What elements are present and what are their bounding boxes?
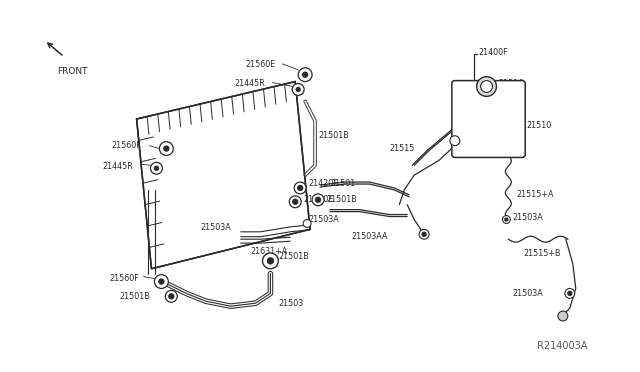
Text: 21501B: 21501B [318,131,349,140]
Circle shape [154,275,168,288]
Circle shape [481,81,493,92]
Circle shape [303,72,308,77]
Circle shape [312,194,324,206]
Text: 21515+A: 21515+A [516,190,554,199]
Text: 21515: 21515 [389,144,415,153]
Text: 21400F: 21400F [479,48,508,57]
Circle shape [298,68,312,81]
Circle shape [505,218,508,221]
Circle shape [292,84,304,95]
Text: 21503AA: 21503AA [351,232,387,241]
Text: 21503A: 21503A [512,213,543,222]
Text: 21501: 21501 [330,179,355,187]
Text: 21516: 21516 [499,79,524,88]
Circle shape [159,279,164,284]
Text: 21445R: 21445R [235,79,266,88]
Text: 21560F: 21560F [112,141,141,150]
Circle shape [292,199,298,204]
Text: 21503: 21503 [278,299,303,308]
Circle shape [150,162,163,174]
Circle shape [154,166,159,170]
Circle shape [298,186,303,190]
Circle shape [165,291,177,302]
Text: 21503A: 21503A [200,223,231,232]
Text: 21515+B: 21515+B [524,250,561,259]
Text: 21420E: 21420E [308,179,339,187]
Text: 21560E: 21560E [303,195,333,204]
Text: FRONT: FRONT [58,67,88,76]
Text: 21560F: 21560F [110,274,140,283]
Text: 21560E: 21560E [245,60,275,69]
Text: 21631+A: 21631+A [251,247,288,256]
Circle shape [450,136,460,145]
Circle shape [316,197,321,202]
Text: 21510: 21510 [526,121,552,131]
FancyBboxPatch shape [452,81,525,157]
Circle shape [568,291,572,295]
Polygon shape [136,81,310,269]
Circle shape [294,182,306,194]
Circle shape [419,230,429,239]
Circle shape [565,288,575,298]
Circle shape [296,87,300,92]
Circle shape [289,196,301,208]
Text: 21501B: 21501B [278,253,309,262]
Circle shape [164,146,169,151]
Circle shape [262,253,278,269]
Circle shape [303,219,311,227]
Text: 21445R: 21445R [102,162,132,171]
Text: 21501B: 21501B [120,292,150,301]
Text: 21503A: 21503A [308,215,339,224]
Circle shape [477,77,497,96]
Circle shape [422,232,426,236]
Text: R214003A: R214003A [538,341,588,350]
Circle shape [159,142,173,155]
Text: 21503A: 21503A [512,289,543,298]
Circle shape [169,294,174,299]
Circle shape [502,215,510,224]
Circle shape [268,258,273,264]
Circle shape [558,311,568,321]
Text: 21501B: 21501B [326,195,356,204]
